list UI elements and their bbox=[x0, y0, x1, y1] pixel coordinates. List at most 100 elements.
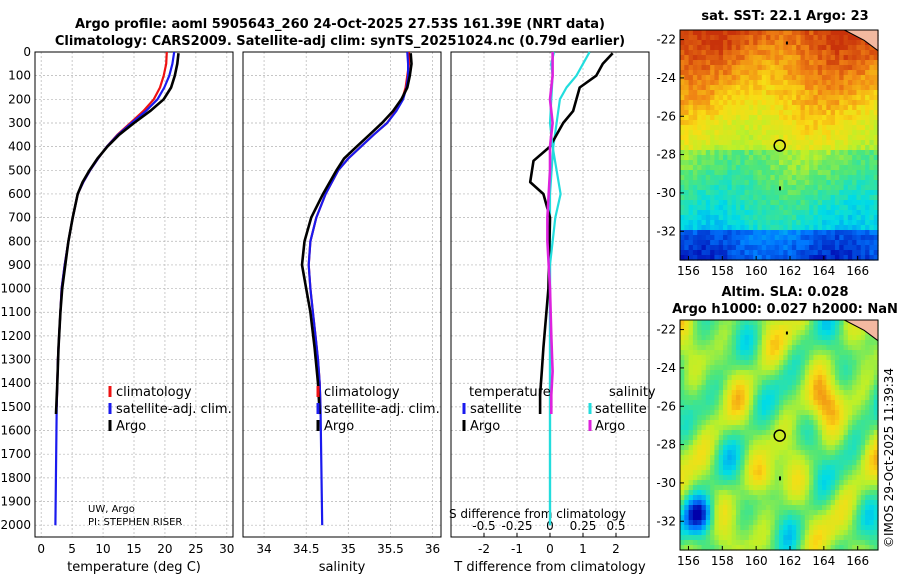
map-cell bbox=[852, 205, 858, 211]
map-cell bbox=[731, 100, 737, 106]
map-cell bbox=[852, 90, 858, 96]
map-cell bbox=[843, 470, 849, 476]
map-cell bbox=[701, 455, 707, 461]
map-cell bbox=[843, 50, 849, 56]
map-cell bbox=[796, 255, 802, 261]
map-cell bbox=[770, 330, 776, 336]
map-cell bbox=[779, 355, 784, 361]
map-cell bbox=[727, 50, 733, 56]
map-cell bbox=[847, 390, 853, 396]
map-cell bbox=[830, 225, 836, 231]
map-cell bbox=[791, 235, 797, 241]
map-cell bbox=[800, 470, 806, 476]
map-cell bbox=[860, 105, 866, 111]
map-cell bbox=[779, 125, 784, 131]
map-cell bbox=[843, 190, 849, 196]
map-cell bbox=[744, 175, 750, 181]
map-cell bbox=[770, 155, 776, 161]
map-cell bbox=[826, 95, 832, 101]
map-cell bbox=[731, 370, 737, 376]
map-cell bbox=[714, 30, 720, 36]
map-cell bbox=[684, 370, 690, 376]
map-cell bbox=[800, 375, 806, 381]
map-cell bbox=[744, 515, 750, 521]
map-cell bbox=[787, 495, 793, 501]
map-cell bbox=[701, 355, 707, 361]
map-cell bbox=[779, 230, 784, 236]
map-cell bbox=[705, 485, 711, 491]
map-cell bbox=[744, 145, 750, 151]
map-cell bbox=[757, 440, 763, 446]
map-cell bbox=[847, 410, 853, 416]
map-cell bbox=[817, 385, 823, 391]
map-cell bbox=[735, 435, 741, 441]
map-cell bbox=[705, 235, 711, 241]
map-cell bbox=[834, 495, 840, 501]
map-cell bbox=[787, 425, 793, 431]
map-cell bbox=[800, 475, 806, 481]
map-cell bbox=[856, 95, 862, 101]
map-cell bbox=[865, 240, 870, 246]
legend-label: Argo bbox=[470, 419, 500, 434]
map-cell bbox=[830, 465, 836, 471]
map-cell bbox=[774, 415, 780, 421]
map-cell bbox=[684, 140, 690, 146]
map-cell bbox=[774, 85, 780, 91]
map-cell bbox=[817, 370, 823, 376]
map-cell bbox=[723, 190, 728, 196]
map-cell bbox=[748, 115, 754, 121]
map-cell bbox=[779, 90, 784, 96]
map-cell bbox=[834, 180, 840, 186]
map-cell bbox=[847, 85, 853, 91]
map-cell bbox=[791, 95, 797, 101]
map-cell bbox=[791, 150, 797, 156]
map-cell bbox=[710, 195, 716, 201]
map-cell bbox=[813, 185, 819, 191]
map-cell bbox=[727, 435, 733, 441]
map-cell bbox=[705, 355, 711, 361]
map-cell bbox=[856, 210, 862, 216]
map-cell bbox=[813, 90, 819, 96]
map-cell bbox=[873, 105, 879, 111]
map-cell bbox=[774, 450, 780, 456]
map-cell bbox=[822, 515, 827, 521]
map-cell bbox=[740, 120, 746, 126]
depth-tick-label: 1300 bbox=[0, 353, 31, 367]
map-cell bbox=[774, 465, 780, 471]
map-cell bbox=[744, 535, 750, 541]
map-cell bbox=[748, 370, 754, 376]
series-line-t-argo bbox=[528, 52, 614, 414]
map-cell bbox=[787, 55, 793, 61]
map-cell bbox=[804, 50, 810, 56]
map-cell bbox=[697, 375, 703, 381]
map-cell bbox=[800, 460, 806, 466]
map-cell bbox=[718, 495, 724, 501]
map-cell bbox=[869, 55, 875, 61]
map-cell bbox=[804, 475, 810, 481]
map-cell bbox=[869, 145, 875, 151]
map-cell bbox=[680, 120, 685, 126]
map-cell bbox=[761, 330, 767, 336]
map-cell bbox=[843, 540, 849, 546]
map-cell bbox=[692, 505, 698, 511]
map-cell bbox=[843, 245, 849, 251]
map-cell bbox=[710, 500, 716, 506]
map-cell bbox=[800, 355, 806, 361]
map-cell bbox=[774, 125, 780, 131]
map-cell bbox=[723, 115, 728, 121]
map-cell bbox=[813, 330, 819, 336]
map-cell bbox=[680, 500, 685, 506]
map-cell bbox=[800, 95, 806, 101]
map-cell bbox=[701, 510, 707, 516]
map-cell bbox=[852, 530, 858, 536]
map-cell bbox=[783, 340, 789, 346]
map-lon-label: 164 bbox=[812, 554, 835, 568]
map-cell bbox=[834, 375, 840, 381]
map-cell bbox=[710, 520, 716, 526]
map-cell bbox=[787, 100, 793, 106]
map-cell bbox=[710, 190, 716, 196]
map-cell bbox=[809, 370, 815, 376]
map-cell bbox=[714, 510, 720, 516]
map-cell bbox=[869, 525, 875, 531]
map-cell bbox=[809, 150, 815, 156]
